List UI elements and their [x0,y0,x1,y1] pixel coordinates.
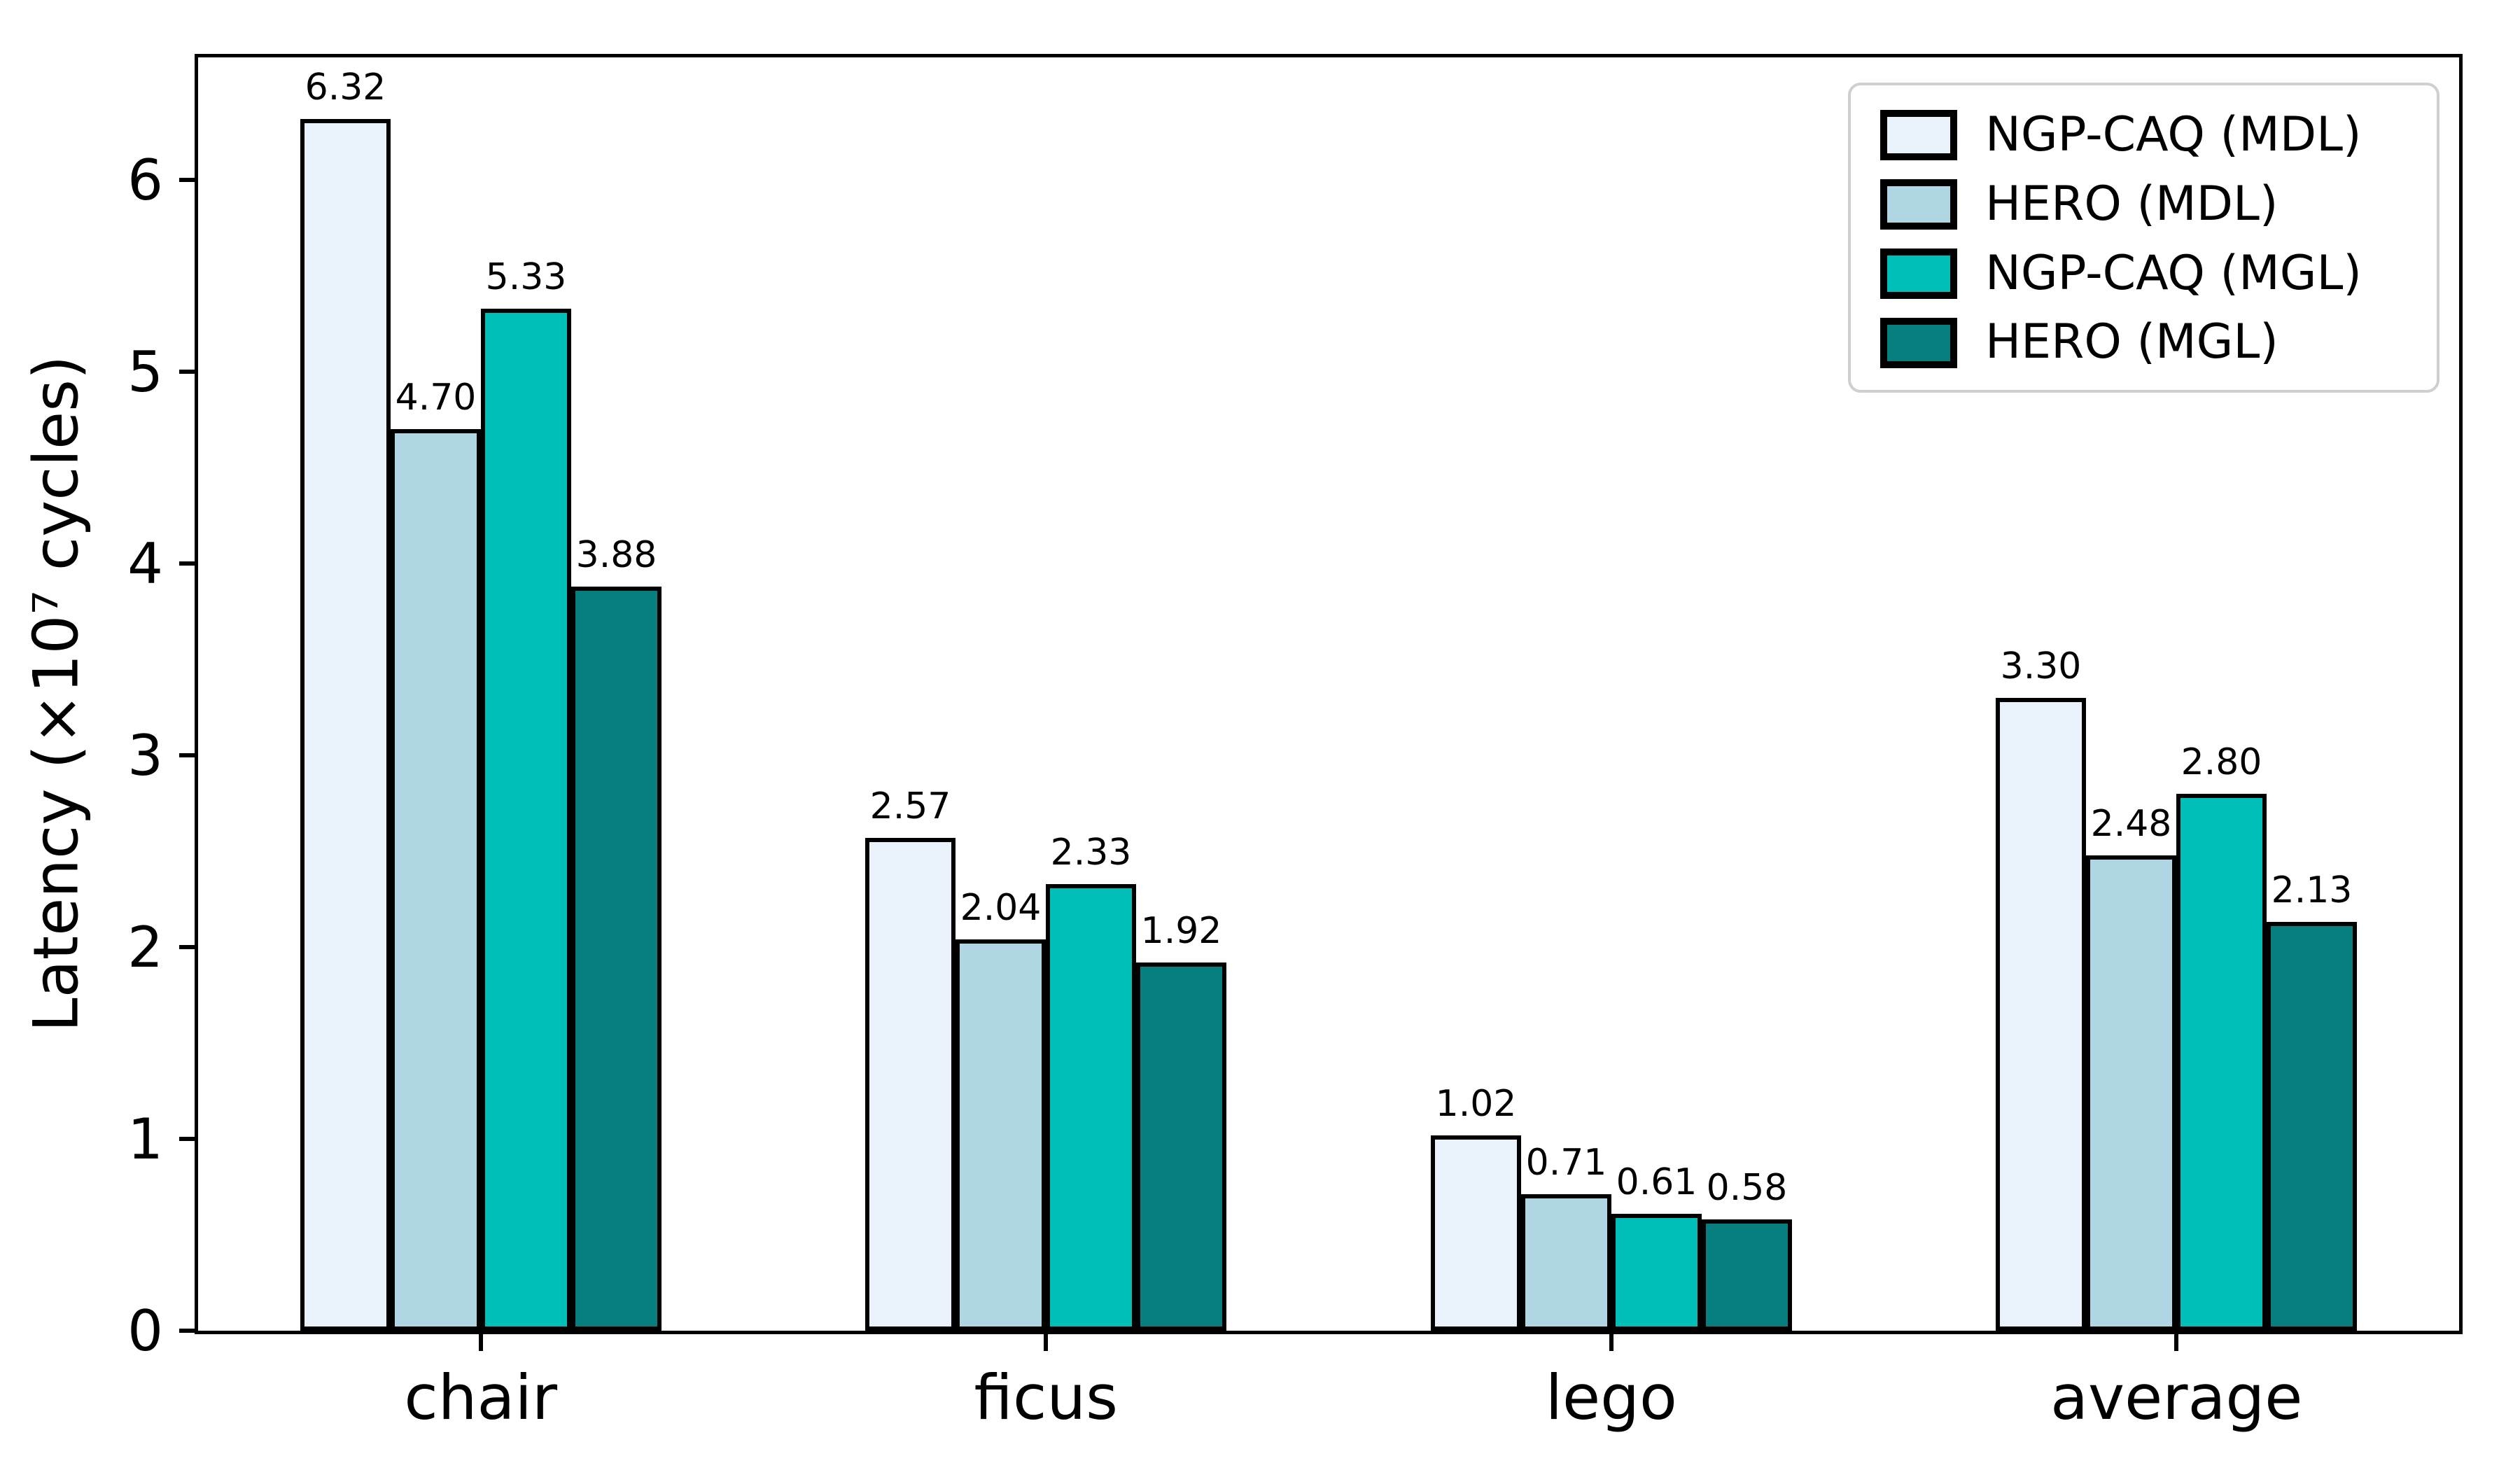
bar-value-label: 0.61 [1616,1161,1698,1203]
bar-value-label: 2.80 [2180,741,2262,783]
bar-value-label: 0.58 [1706,1166,1788,1209]
bar-ficus-HERO (MGL) [1136,962,1226,1331]
x-tick-label: chair [404,1362,558,1434]
x-tick-label: average [2050,1362,2303,1434]
bar-value-label: 3.30 [2000,645,2082,687]
y-tick-label: 1 [127,1106,163,1172]
y-tick-label: 3 [127,722,163,788]
bar-ficus-NGP-CAQ (MDL) [865,838,955,1331]
legend-row: NGP-CAQ (MGL) [1880,245,2416,301]
x-tick-label: ficus [974,1362,1118,1434]
x-tick-label: lego [1545,1362,1677,1434]
x-tick-mark [2174,1334,2179,1351]
bar-value-label: 1.02 [1435,1082,1517,1125]
y-tick-label: 2 [127,914,163,980]
legend-label: HERO (MGL) [1985,314,2278,370]
bar-value-label: 5.33 [485,255,567,298]
y-tick-label: 6 [127,147,163,213]
plot-area-frame: 6.32 4.70 5.33 3.88 2.57 2.04 2.33 1.92 1.02 0.71… [127,54,2463,1432]
bar-value-label: 0.71 [1525,1141,1607,1184]
plot-area: 6.32 4.70 5.33 3.88 2.57 2.04 2.33 1.92 1.02 0.71… [127,57,2459,1432]
bar-value-label: 4.70 [395,376,477,419]
bar-chair-NGP-CAQ (MDL) [300,119,391,1331]
legend-swatch [1880,317,1957,368]
bar-lego-HERO (MGL) [1702,1219,1792,1331]
bar-average-NGP-CAQ (MGL) [2176,794,2267,1331]
bar-chair-HERO (MGL) [571,587,662,1331]
bar-value-label: 2.57 [869,785,951,827]
legend-swatch [1880,248,1957,299]
y-tick-mark [179,753,195,758]
legend-row: HERO (MGL) [1880,316,2416,369]
x-tick-mark [1044,1334,1049,1351]
bar-ficus-HERO (MDL) [955,939,1046,1331]
bar-average-HERO (MDL) [2086,855,2176,1331]
legend-label: NGP-CAQ (MGL) [1985,245,2362,301]
legend-swatch [1880,110,1957,161]
legend-label: NGP-CAQ (MDL) [1985,107,2362,162]
y-tick-label: 4 [127,531,163,596]
y-tick-mark [179,945,195,950]
bar-chair-NGP-CAQ (MGL) [481,309,571,1331]
bar-value-label: 2.33 [1050,831,1132,874]
x-tick-mark [1609,1334,1614,1351]
y-tick-label: 5 [127,339,163,405]
bar-average-NGP-CAQ (MDL) [1996,698,2086,1331]
bar-lego-HERO (MDL) [1521,1194,1611,1331]
y-tick-mark [179,370,195,374]
legend-row: HERO (MDL) [1880,178,2416,231]
y-tick-mark [179,1137,195,1142]
legend-label: HERO (MDL) [1985,176,2278,232]
legend-swatch [1880,179,1957,230]
legend-row: NGP-CAQ (MDL) [1880,107,2416,162]
bar-ficus-NGP-CAQ (MGL) [1046,884,1136,1331]
y-tick-mark [179,561,195,566]
x-tick-mark [478,1334,483,1351]
y-tick-mark [179,1329,195,1333]
bar-value-label: 1.92 [1140,909,1222,952]
bar-value-label: 2.04 [960,886,1042,929]
legend: NGP-CAQ (MDL) HERO (MDL) NGP-CAQ (MGL) HERO… [1848,83,2440,393]
bar-average-HERO (MGL) [2267,922,2357,1331]
bar-chair-HERO (MDL) [391,429,481,1331]
y-tick-label: 0 [127,1298,163,1364]
bar-value-label: 2.13 [2271,869,2353,911]
bar-value-label: 2.48 [2090,802,2172,845]
bar-lego-NGP-CAQ (MDL) [1431,1135,1521,1331]
bar-value-label: 3.88 [575,533,657,576]
bar-value-label: 6.32 [304,66,386,108]
bar-lego-NGP-CAQ (MGL) [1611,1214,1702,1331]
y-tick-mark [179,178,195,183]
